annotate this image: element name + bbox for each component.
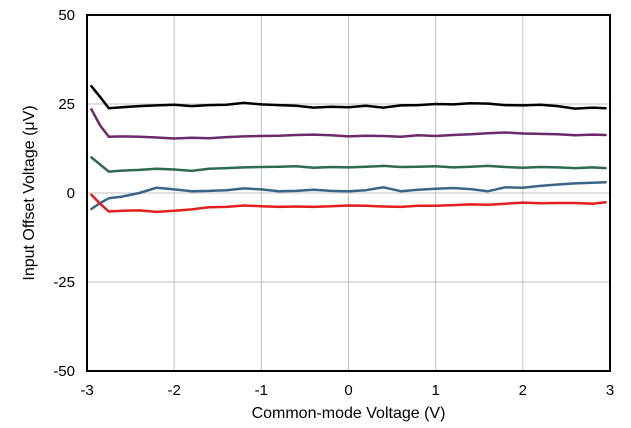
- y-tick-label: -25: [53, 274, 75, 291]
- x-tick-label: 2: [519, 382, 527, 399]
- x-tick-label: 0: [344, 382, 352, 399]
- x-tick-label: -3: [80, 382, 93, 399]
- x-tick-labels: -3 -2 -1 0 1 2 3: [80, 382, 614, 399]
- series-line-4: [90, 181, 607, 211]
- series-line-3: [90, 156, 607, 173]
- y-axis-title: Input Offset Voltage (μV): [21, 105, 38, 280]
- x-tick-label: -1: [255, 382, 268, 399]
- x-tick-label: 1: [431, 382, 439, 399]
- series-line-1: [90, 84, 607, 110]
- y-tick-label: 0: [67, 185, 75, 202]
- y-tick-label: 50: [58, 7, 75, 24]
- x-axis-title: Common-mode Voltage (V): [252, 405, 446, 422]
- x-tick-label: -2: [167, 382, 180, 399]
- y-tick-labels: 50 25 0 -25 -50: [53, 7, 75, 380]
- y-tick-label: -50: [53, 363, 75, 380]
- series-line-2: [90, 108, 607, 140]
- series-line-5: [90, 193, 607, 214]
- series-layer: [90, 84, 607, 214]
- y-tick-label: 25: [58, 96, 75, 113]
- plot-frame: [86, 14, 611, 372]
- grid-lines: [87, 15, 610, 371]
- x-tick-label: 3: [606, 382, 614, 399]
